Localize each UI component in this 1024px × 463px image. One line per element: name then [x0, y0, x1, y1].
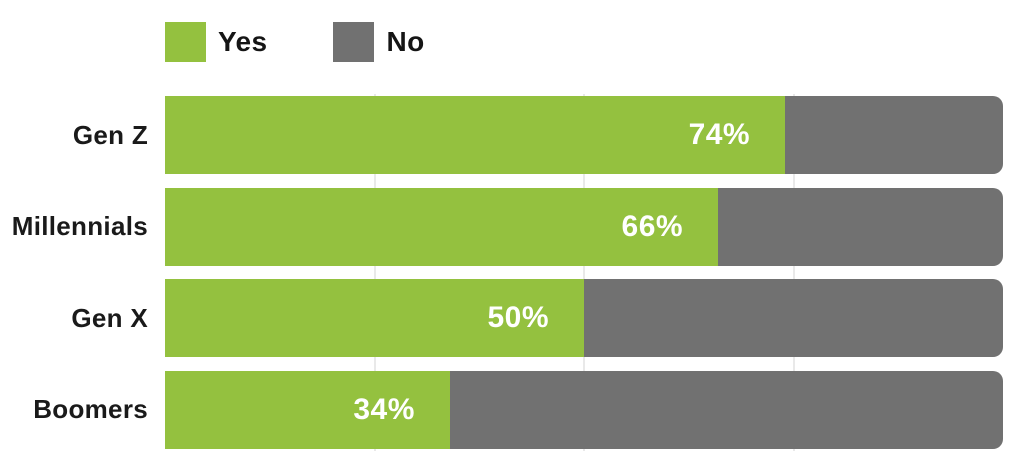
chart-legend: Yes No [165, 22, 425, 62]
bar-segment-no [584, 279, 1003, 358]
bar-segment-yes: 66% [165, 187, 719, 266]
bar-segment-no [718, 187, 1003, 266]
value-label: 34% [353, 392, 415, 426]
gridline-75 [792, 94, 795, 451]
legend-label-no: No [386, 26, 425, 57]
gridlines [165, 94, 1003, 451]
bar-segment-yes: 50% [165, 279, 584, 358]
category-label: Boomers [33, 394, 148, 425]
stacked-bar: 74% [165, 96, 1003, 174]
stacked-bar: 34% [165, 370, 1003, 449]
bar-segment-no [449, 370, 1003, 449]
bar-segment-no [785, 96, 1003, 174]
bar-row: Boomers 34% [0, 370, 1003, 449]
legend-swatch-yes [165, 22, 206, 62]
plot-area: Gen Z 74% Millennials 66% Gen X 50% Boomers 34% [0, 96, 1003, 449]
value-label: 66% [621, 209, 684, 243]
bar-row: Gen X 50% [0, 279, 1003, 358]
category-label: Gen Z [72, 119, 148, 150]
gridline-25 [373, 94, 376, 451]
category-label: Gen X [71, 302, 148, 333]
bar-segment-yes: 74% [165, 96, 786, 174]
legend-item-yes: Yes [165, 22, 267, 62]
bar-row: Gen Z 74% [0, 96, 1003, 174]
value-label: 50% [487, 301, 549, 335]
category-label: Millennials [11, 211, 148, 242]
legend-swatch-no [333, 22, 375, 62]
bar-segment-yes: 34% [165, 370, 450, 449]
stacked-bar: 50% [165, 279, 1003, 358]
value-label: 74% [688, 118, 751, 151]
stacked-bar: 66% [165, 187, 1003, 266]
legend-label-yes: Yes [218, 26, 268, 57]
legend-item-no: No [333, 22, 424, 62]
gridline-50 [583, 94, 585, 451]
bar-row: Millennials 66% [0, 187, 1003, 266]
